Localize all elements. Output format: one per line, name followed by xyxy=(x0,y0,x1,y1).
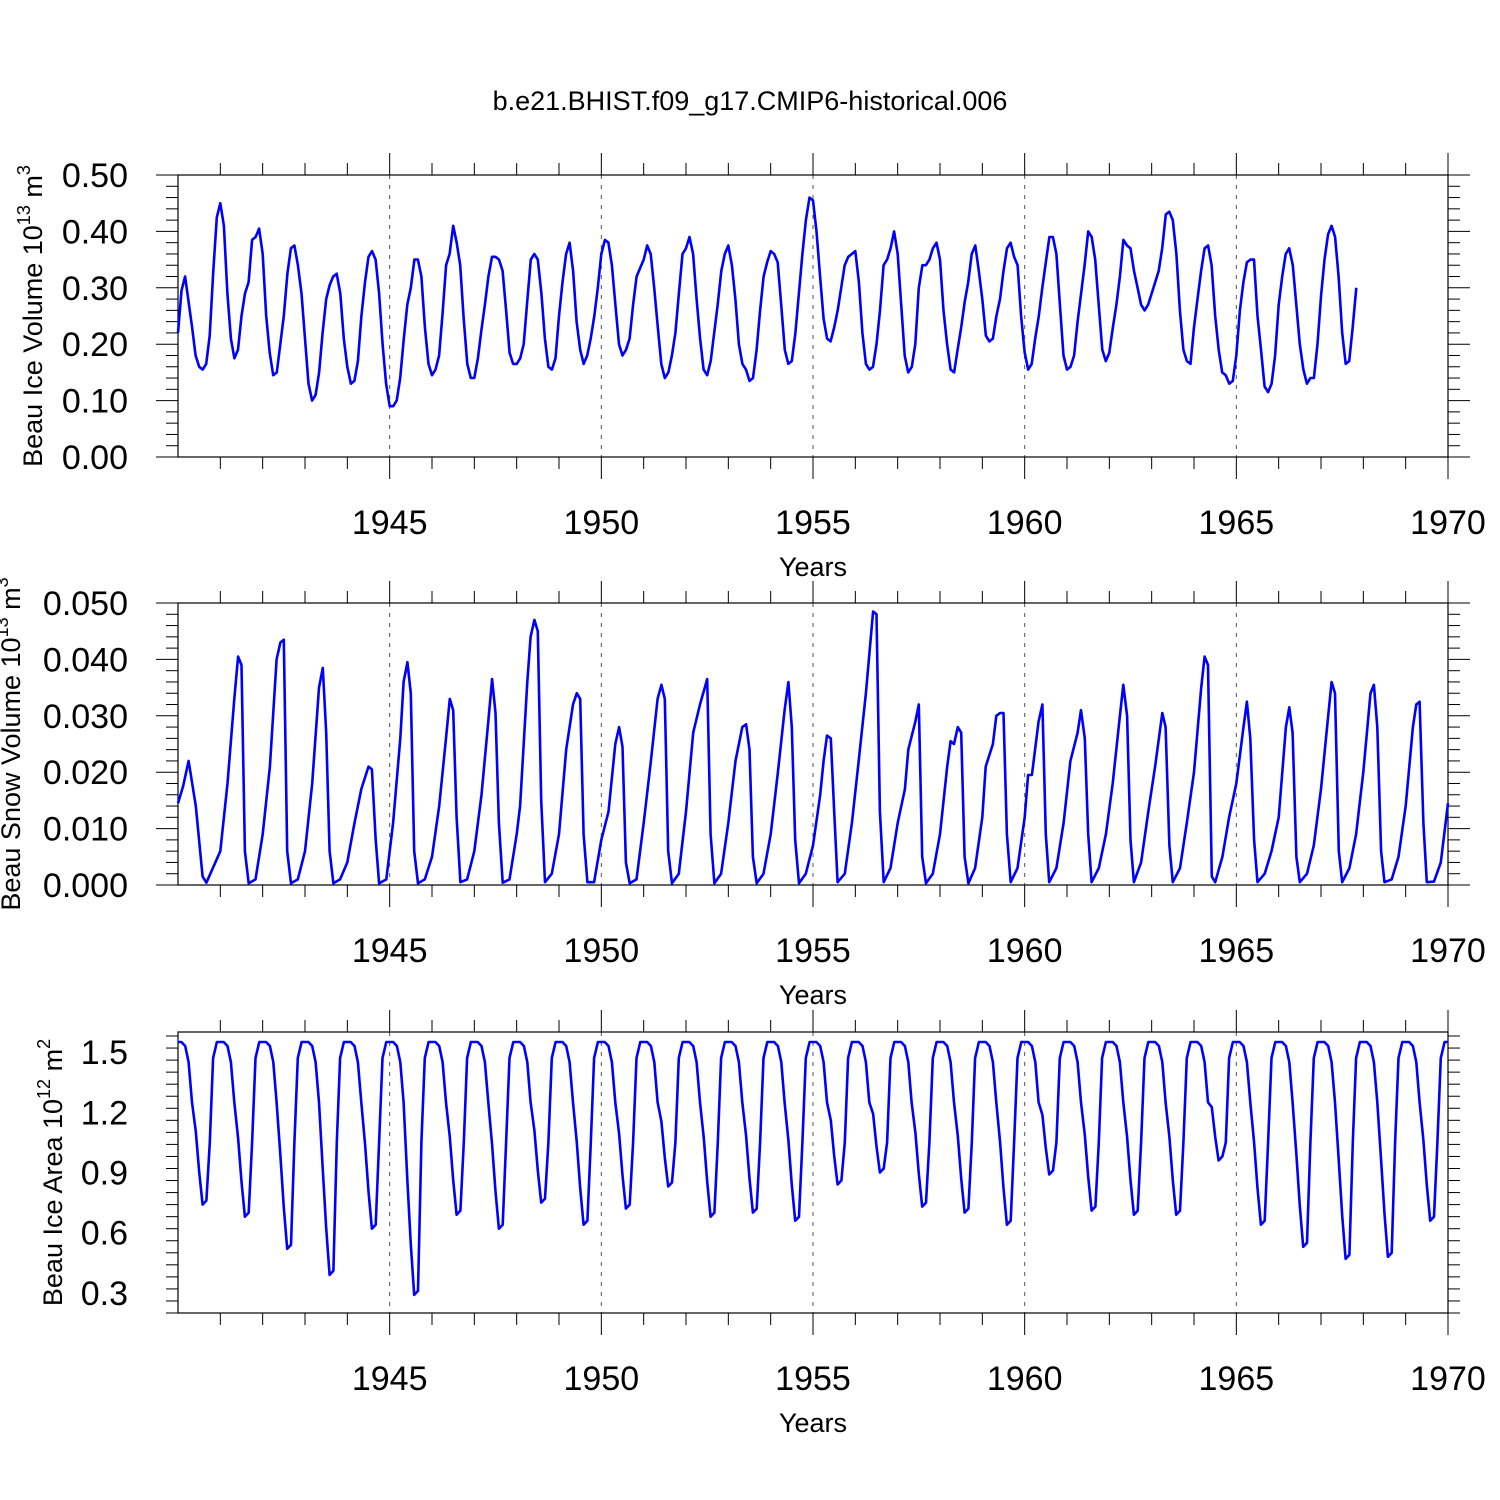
x-axis-label: Years xyxy=(779,980,847,1010)
y-axis-label: Beau Ice Area 1012 m2 xyxy=(34,1039,68,1306)
x-tick-label: 1945 xyxy=(352,932,428,970)
chart-panel-3: 0.3 0.6 0.9 1.2 1.5 1945 1950 1955 1960 1965 1970 Y… xyxy=(34,1010,1486,1438)
y-tick-label: 1.5 xyxy=(81,1034,128,1072)
x-tick-label: 1950 xyxy=(564,504,640,542)
y-tick-label: 0.050 xyxy=(43,585,128,623)
x-tick-label: 1960 xyxy=(987,504,1063,542)
x-tick-label: 1965 xyxy=(1199,1360,1275,1398)
x-tick-label: 1970 xyxy=(1410,1360,1486,1398)
y-tick-label: 0.9 xyxy=(81,1155,128,1193)
x-tick-label: 1960 xyxy=(987,932,1063,970)
x-tick-label: 1950 xyxy=(564,932,640,970)
y-tick-label: 0.000 xyxy=(43,867,128,905)
y-tick-label: 0.20 xyxy=(62,326,128,364)
x-tick-label: 1955 xyxy=(775,504,851,542)
x-tick-label: 1965 xyxy=(1199,932,1275,970)
y-tick-label: 0.040 xyxy=(43,641,128,679)
chart-panel-1: 0.00 0.10 0.20 0.30 0.40 0.50 1945 1950 1955 1960… xyxy=(14,153,1486,582)
y-tick-label: 0.030 xyxy=(43,698,128,736)
panels: 0.00 0.10 0.20 0.30 0.40 0.50 1945 1950 1955 1960… xyxy=(0,153,1486,1438)
x-tick-label: 1950 xyxy=(564,1360,640,1398)
x-axis-label: Years xyxy=(779,552,847,582)
y-tick-label: 0.020 xyxy=(43,754,128,792)
y-tick-label: 1.2 xyxy=(81,1094,128,1132)
y-axis-label: Beau Ice Volume 1013 m3 xyxy=(14,165,48,467)
x-tick-label: 1955 xyxy=(775,932,851,970)
chart-panel-2: 0.000 0.010 0.020 0.030 0.040 0.050 1945 1950 19… xyxy=(0,577,1486,1010)
series-line-beau-ice-volume xyxy=(176,196,1358,408)
y-tick-label: 0.3 xyxy=(81,1275,128,1313)
series-line-beau-ice-area xyxy=(178,1040,1448,1297)
y-tick-label: 0.30 xyxy=(62,270,128,308)
y-axis-label: Beau Snow Volume 1013 m3 xyxy=(0,577,26,910)
x-tick-label: 1965 xyxy=(1199,504,1275,542)
y-tick-label: 0.6 xyxy=(81,1215,128,1253)
x-axis-label: Years xyxy=(779,1408,847,1438)
series-line-beau-snow-volume xyxy=(176,610,1450,885)
x-tick-label: 1955 xyxy=(775,1360,851,1398)
x-tick-label: 1945 xyxy=(352,504,428,542)
x-tick-label: 1960 xyxy=(987,1360,1063,1398)
y-tick-label: 0.00 xyxy=(62,439,128,477)
x-tick-label: 1945 xyxy=(352,1360,428,1398)
y-tick-label: 0.40 xyxy=(62,213,128,251)
y-tick-label: 0.50 xyxy=(62,157,128,195)
figure-title: b.e21.BHIST.f09_g17.CMIP6-historical.006 xyxy=(493,86,1008,116)
y-tick-label: 0.10 xyxy=(62,383,128,421)
x-tick-label: 1970 xyxy=(1410,932,1486,970)
y-tick-label: 0.010 xyxy=(43,811,128,849)
x-tick-label: 1970 xyxy=(1410,504,1486,542)
